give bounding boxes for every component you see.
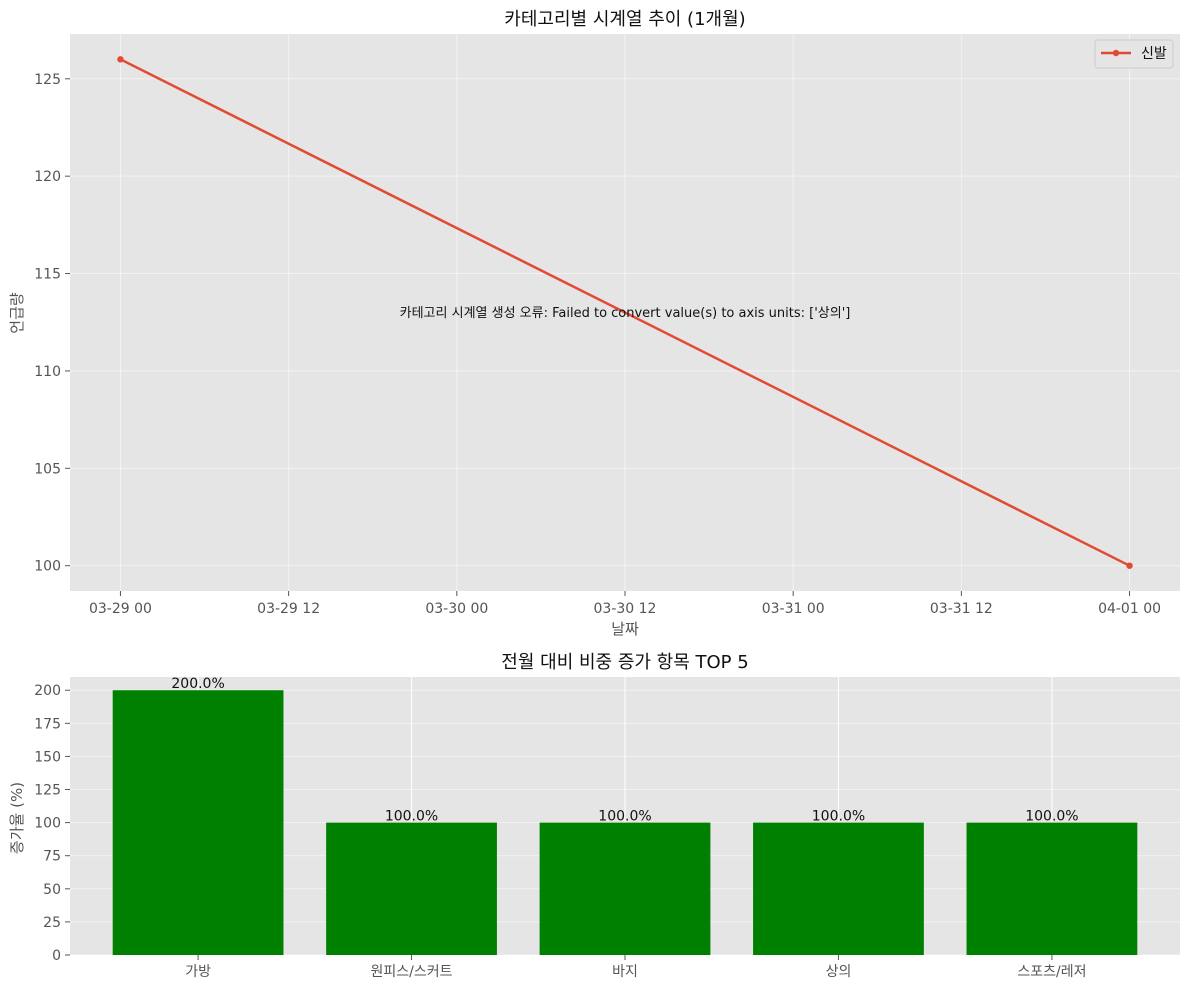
data-point bbox=[1126, 562, 1133, 569]
bar-y-axis-label: 증가율 (%) bbox=[8, 782, 26, 854]
line-chart: 03-29 00 03-29 12 03-30 00 03-30 12 03-31 00… bbox=[8, 9, 1180, 638]
bar-chart-title: 전월 대비 비중 증가 항목 TOP 5 bbox=[501, 652, 748, 673]
bar bbox=[112, 690, 284, 955]
bar-chart: 0 25 50 75 100 125 150 175 200 200.0% 100.0% 100.0… bbox=[8, 652, 1180, 980]
line-x-tick-label: 03-29 12 bbox=[257, 601, 320, 617]
line-y-tick-label: 115 bbox=[34, 267, 61, 283]
bar-x-tick-label: 가방 bbox=[185, 964, 211, 980]
line-x-ticks: 03-29 00 03-29 12 03-30 00 03-30 12 03-31 00… bbox=[89, 591, 1161, 617]
line-x-tick-label: 03-29 00 bbox=[89, 601, 152, 617]
bar-x-ticks: 가방 원피스/스커트 바지 상의 스포츠/레저 bbox=[185, 955, 1086, 980]
line-x-tick-label: 03-30 00 bbox=[425, 601, 488, 617]
bar-y-ticks: 0 25 50 75 100 125 150 175 200 bbox=[34, 683, 70, 964]
line-y-tick-label: 110 bbox=[34, 364, 61, 380]
bar-y-tick-label: 150 bbox=[34, 749, 61, 765]
bar-y-tick-label: 175 bbox=[34, 716, 61, 732]
legend-box bbox=[1094, 39, 1174, 69]
bar-value-label: 100.0% bbox=[385, 809, 438, 825]
line-x-axis-label: 날짜 bbox=[611, 620, 639, 638]
line-x-tick-label: 03-30 12 bbox=[594, 601, 657, 617]
line-x-tick-label: 03-31 00 bbox=[762, 601, 825, 617]
bar-y-tick-label: 200 bbox=[34, 683, 61, 699]
bar-y-tick-label: 125 bbox=[34, 783, 61, 799]
bar bbox=[539, 822, 711, 955]
legend-marker bbox=[1112, 49, 1120, 57]
line-y-axis-label: 언급량 bbox=[8, 292, 26, 334]
bars-group: 200.0% 100.0% 100.0% 100.0% 100.0% bbox=[112, 676, 1138, 955]
line-x-tick-label: 03-31 12 bbox=[930, 601, 993, 617]
bar-value-label: 100.0% bbox=[1025, 809, 1078, 825]
line-series-group bbox=[117, 56, 1133, 569]
bar-y-tick-label: 75 bbox=[43, 849, 61, 865]
line-gridlines bbox=[70, 34, 1180, 591]
bar-y-tick-label: 25 bbox=[43, 915, 61, 931]
bar-x-tick-label: 상의 bbox=[826, 964, 852, 980]
bar-value-label: 100.0% bbox=[598, 809, 651, 825]
bar-y-tick-label: 50 bbox=[43, 882, 61, 898]
legend-label: 신발 bbox=[1141, 46, 1167, 62]
bar-y-tick-label: 100 bbox=[34, 816, 61, 832]
line-y-tick-label: 120 bbox=[34, 169, 61, 185]
bar bbox=[966, 822, 1138, 955]
bar bbox=[326, 822, 497, 955]
line-y-ticks: 100 105 110 115 120 125 bbox=[34, 72, 70, 575]
line-x-tick-label: 04-01 00 bbox=[1098, 601, 1161, 617]
data-point bbox=[117, 56, 124, 63]
bar-x-tick-label: 스포츠/레저 bbox=[1017, 964, 1086, 980]
legend: 신발 bbox=[1094, 39, 1174, 69]
line-y-tick-label: 125 bbox=[34, 72, 61, 88]
bar-value-label: 200.0% bbox=[171, 676, 224, 692]
series-line bbox=[119, 58, 1131, 567]
line-y-tick-label: 105 bbox=[34, 461, 61, 477]
line-chart-title: 카테고리별 시계열 추이 (1개월) bbox=[504, 9, 745, 30]
bar bbox=[753, 822, 924, 955]
bar-x-tick-label: 원피스/스커트 bbox=[371, 964, 453, 980]
line-y-tick-label: 100 bbox=[34, 559, 61, 575]
bar-y-tick-label: 0 bbox=[52, 948, 61, 964]
error-annotation: 카테고리 시계열 생성 오류: Failed to convert value(… bbox=[400, 306, 851, 321]
bar-value-label: 100.0% bbox=[812, 809, 865, 825]
bar-x-tick-label: 바지 bbox=[612, 964, 638, 980]
